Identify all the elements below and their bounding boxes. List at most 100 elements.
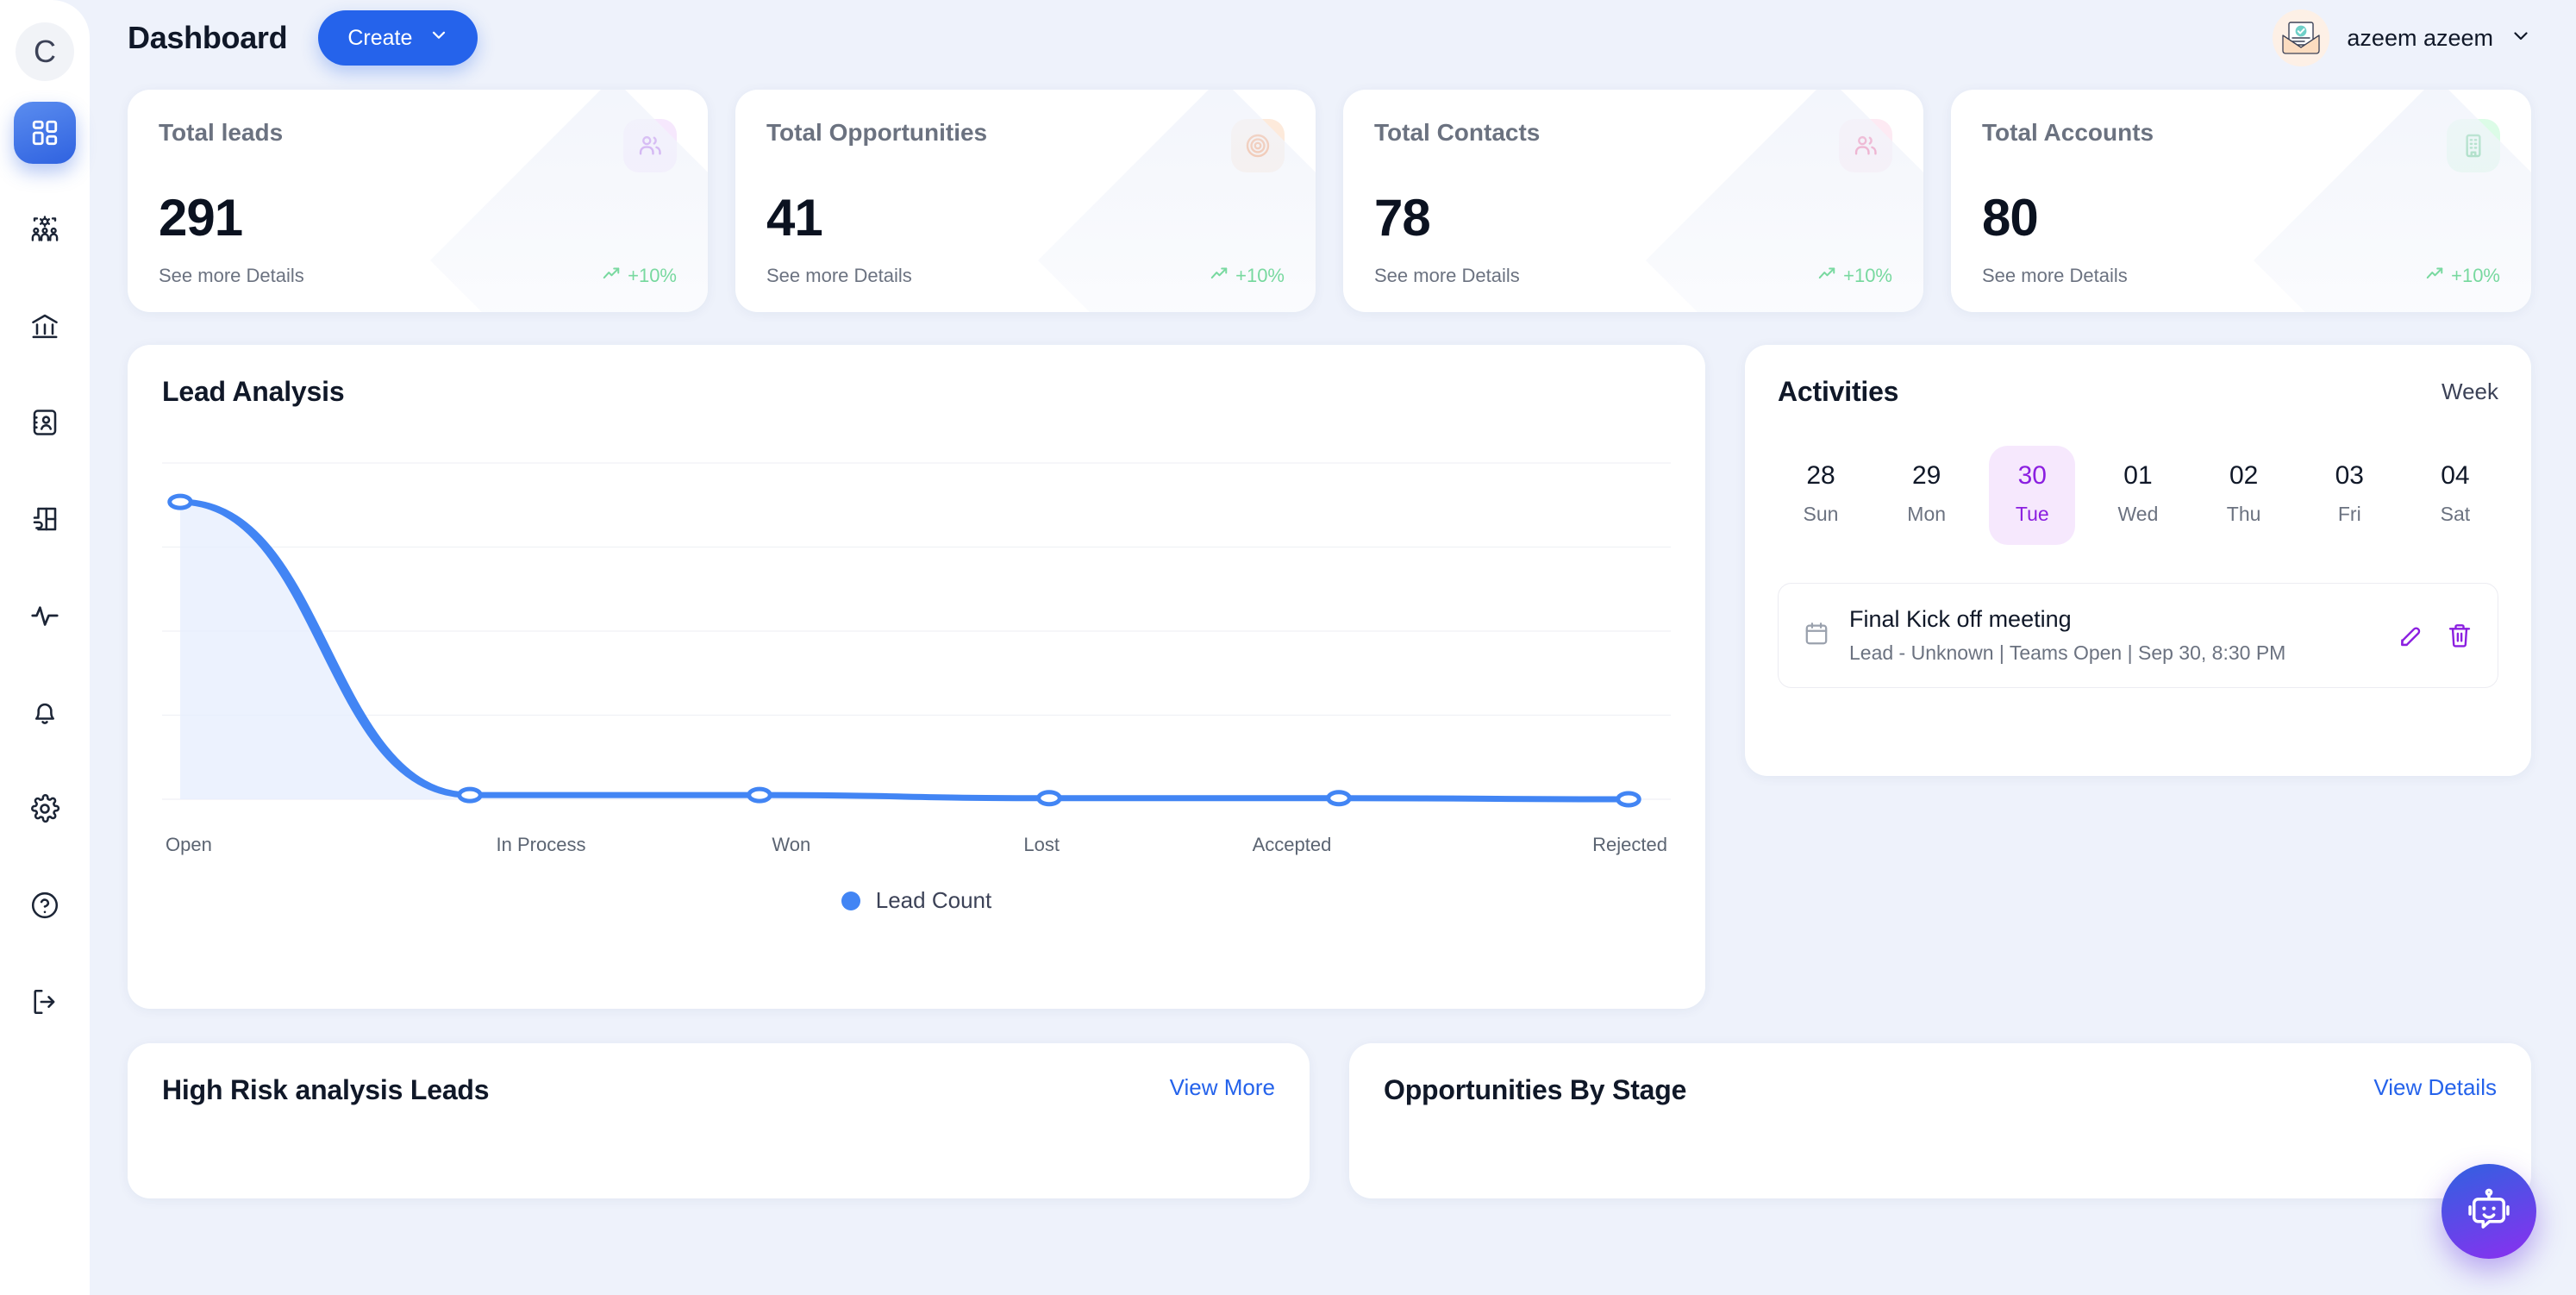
high-risk-leads-card: High Risk analysis Leads View More xyxy=(128,1043,1310,1198)
day-cell-fri[interactable]: 03 Fri xyxy=(2306,446,2392,545)
stat-card-total-opportunities[interactable]: Total Opportunities 41 See more Details xyxy=(735,90,1316,312)
user-menu[interactable]: azeem azeem xyxy=(2273,9,2531,66)
stat-card-bottom: See more Details +10% xyxy=(159,264,677,288)
sidebar: C xyxy=(0,0,90,1295)
sidebar-item-settings[interactable] xyxy=(14,778,76,840)
day-cell-sun[interactable]: 28 Sun xyxy=(1778,446,1864,545)
day-name: Thu xyxy=(2226,503,2261,525)
stat-card-bottom: See more Details +10% xyxy=(1982,264,2500,288)
day-number: 28 xyxy=(1806,461,1835,490)
day-name: Tue xyxy=(2015,503,2049,525)
activities-title: Activities xyxy=(1778,376,1899,407)
stat-value: 80 xyxy=(1982,189,2039,247)
stat-card-bottom: See more Details +10% xyxy=(1374,264,1892,288)
trend-value: +10% xyxy=(1843,265,1892,286)
chart-data-point[interactable] xyxy=(460,789,481,801)
day-cell-sat[interactable]: 04 Sat xyxy=(2412,446,2498,545)
chatbot-fab-button[interactable] xyxy=(2442,1164,2536,1259)
day-number: 04 xyxy=(2441,461,2470,490)
users-icon xyxy=(623,119,677,172)
legend-label: Lead Count xyxy=(875,887,992,913)
chevron-down-icon[interactable] xyxy=(2510,26,2531,51)
trend-value: +10% xyxy=(628,265,677,286)
activity-pulse-icon xyxy=(29,600,60,631)
opportunities-by-stage-title: Opportunities By Stage xyxy=(1384,1074,1687,1105)
stat-cards-row: Total leads 291 See more Details xyxy=(128,90,2531,312)
chevron-down-icon xyxy=(429,26,448,51)
day-number: 02 xyxy=(2229,461,2259,490)
day-cell-wed[interactable]: 01 Wed xyxy=(2095,446,2181,545)
chart-data-point[interactable] xyxy=(1618,793,1640,805)
day-number: 03 xyxy=(2335,461,2364,490)
sidebar-item-logout[interactable] xyxy=(14,971,76,1033)
sidebar-item-dashboard[interactable] xyxy=(14,102,76,164)
sidebar-item-activity[interactable] xyxy=(14,585,76,647)
day-name: Fri xyxy=(2337,503,2361,525)
day-name: Wed xyxy=(2117,503,2159,525)
chart-data-point[interactable] xyxy=(1329,792,1350,804)
stat-card-total-contacts[interactable]: Total Contacts 78 See more Details xyxy=(1343,90,1923,312)
stat-trend: +10% xyxy=(602,264,677,288)
x-label: Accepted xyxy=(1252,834,1332,855)
envelope-check-avatar-icon xyxy=(2273,9,2330,66)
sidebar-item-notifications[interactable] xyxy=(14,681,76,743)
day-cell-thu[interactable]: 02 Thu xyxy=(2201,446,2287,545)
see-more-details-link[interactable]: See more Details xyxy=(1374,265,1520,286)
day-cell-mon[interactable]: 29 Mon xyxy=(1884,446,1970,545)
lead-analysis-card: Lead Analysis Open In Process Won Lost A… xyxy=(128,345,1705,1009)
activity-list-item[interactable]: Final Kick off meeting Lead - Unknown | … xyxy=(1778,583,2498,688)
see-more-details-link[interactable]: See more Details xyxy=(1982,265,2128,286)
see-more-details-link[interactable]: See more Details xyxy=(159,265,304,286)
gear-icon xyxy=(29,793,60,824)
high-risk-leads-title: High Risk analysis Leads xyxy=(162,1074,490,1105)
trend-value: +10% xyxy=(2451,265,2500,286)
lead-analysis-title: Lead Analysis xyxy=(162,376,345,407)
sidebar-item-invoices[interactable] xyxy=(14,488,76,550)
top-header: Dashboard Create azeem azeem xyxy=(90,0,2576,76)
day-number: 29 xyxy=(1911,461,1941,490)
trash-icon[interactable] xyxy=(2446,622,2473,649)
edit-pencil-icon[interactable] xyxy=(2398,622,2425,649)
activity-actions xyxy=(2398,622,2473,649)
activities-header: Activities Week xyxy=(1778,376,2498,408)
view-details-link[interactable]: View Details xyxy=(2373,1074,2497,1100)
chart-data-point[interactable] xyxy=(1039,792,1060,804)
users-icon xyxy=(1839,119,1892,172)
stat-trend: +10% xyxy=(1210,264,1285,288)
chart-data-point[interactable] xyxy=(170,496,191,508)
trend-up-icon xyxy=(2425,264,2444,288)
day-name: Mon xyxy=(1907,503,1947,525)
create-button[interactable]: Create xyxy=(318,10,478,66)
stat-card-bottom: See more Details +10% xyxy=(766,264,1285,288)
sidebar-item-team-settings[interactable] xyxy=(14,198,76,260)
stat-card-top: Total Accounts xyxy=(1982,119,2500,172)
stat-trend: +10% xyxy=(2425,264,2500,288)
main-content: Total leads 291 See more Details xyxy=(90,76,2576,1295)
day-number: 01 xyxy=(2123,461,2153,490)
stat-card-total-accounts[interactable]: Total Accounts 80 See more Details xyxy=(1951,90,2531,312)
sidebar-item-contacts[interactable] xyxy=(14,391,76,454)
stat-value: 291 xyxy=(159,189,243,247)
sidebar-item-help[interactable] xyxy=(14,874,76,936)
day-cell-tue[interactable]: 30 Tue xyxy=(1989,446,2076,545)
see-more-details-link[interactable]: See more Details xyxy=(766,265,912,286)
sidebar-item-accounts[interactable] xyxy=(14,295,76,357)
robot-icon xyxy=(2465,1186,2513,1238)
view-more-link[interactable]: View More xyxy=(1169,1074,1275,1100)
stat-card-top: Total Opportunities xyxy=(766,119,1285,172)
activity-title: Final Kick off meeting xyxy=(1849,606,2072,632)
x-label: Lost xyxy=(1023,834,1060,855)
trend-value: +10% xyxy=(1235,265,1285,286)
lead-analysis-chart: Open In Process Won Lost Accepted Reject… xyxy=(162,432,1671,913)
chart-data-point[interactable] xyxy=(749,789,771,801)
activities-range-selector[interactable]: Week xyxy=(2442,378,2498,404)
user-name: azeem azeem xyxy=(2347,24,2493,51)
stat-value: 41 xyxy=(766,189,823,247)
help-circle-icon xyxy=(29,890,60,921)
stat-card-total-leads[interactable]: Total leads 291 See more Details xyxy=(128,90,708,312)
contact-card-icon xyxy=(29,407,60,438)
app-logo[interactable]: C xyxy=(16,22,74,81)
trend-up-icon xyxy=(1210,264,1229,288)
bell-icon xyxy=(29,697,60,728)
page-title: Dashboard xyxy=(128,20,288,55)
